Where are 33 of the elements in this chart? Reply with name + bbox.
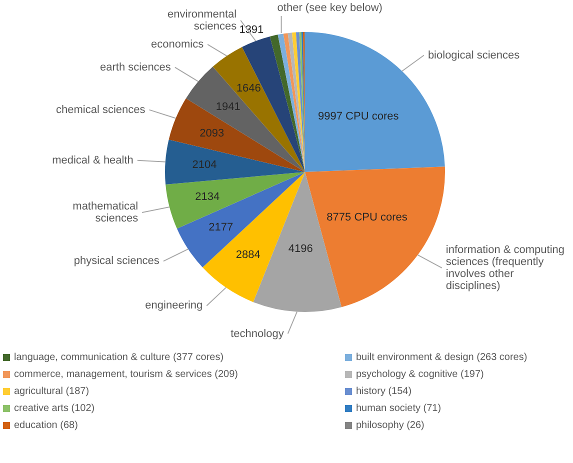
slice-label: chemical sciences — [56, 104, 146, 116]
data-label: 1391 — [239, 24, 264, 36]
legend-label: philosophy (26) — [356, 420, 424, 431]
slice-label: earth sciences — [100, 61, 172, 74]
slice-label: technology — [230, 328, 284, 340]
slice-label: physical sciences — [74, 255, 160, 268]
data-label: 4196 — [288, 242, 313, 255]
data-label: 2093 — [200, 127, 224, 140]
legend-label: psychology & cognitive (197) — [356, 369, 484, 380]
legend-label: built environment & design (263 cores) — [356, 352, 528, 363]
slice-label: engineering — [145, 300, 203, 312]
text: other (see key below) — [277, 2, 382, 14]
data-label: 8775 CPU cores — [326, 212, 408, 224]
data-label: 2177 — [208, 222, 234, 234]
data-label: 2884 — [236, 249, 260, 262]
data-label: 2134 — [195, 191, 220, 204]
data-label: 1646 — [236, 82, 261, 94]
legend-label: human society (71) — [356, 403, 442, 414]
slice-label: medical & health — [52, 154, 134, 166]
legend-label: creative arts (102) — [14, 403, 95, 414]
legend-label: history (154) — [356, 386, 412, 397]
slice-label: mathematical sciences — [72, 200, 139, 225]
slice-label: information & computing sciences (frequently involves other disciplines) — [446, 244, 565, 292]
slice-label: biological sciences — [428, 49, 520, 62]
legend-label: agricultural (187) — [14, 386, 90, 397]
data-label: 1941 — [216, 100, 240, 113]
data-label: 9997 CPU cores — [318, 110, 400, 123]
data-label: 2104 — [192, 158, 217, 171]
slice-label: environmental sciences — [168, 8, 238, 32]
legend-label: commerce, management, tourism & services (209) — [14, 369, 238, 380]
legend-label: language, communication & culture (377 cores) — [14, 352, 224, 363]
slice-label: economics — [151, 38, 204, 50]
legend-label: education (68) — [14, 420, 78, 431]
